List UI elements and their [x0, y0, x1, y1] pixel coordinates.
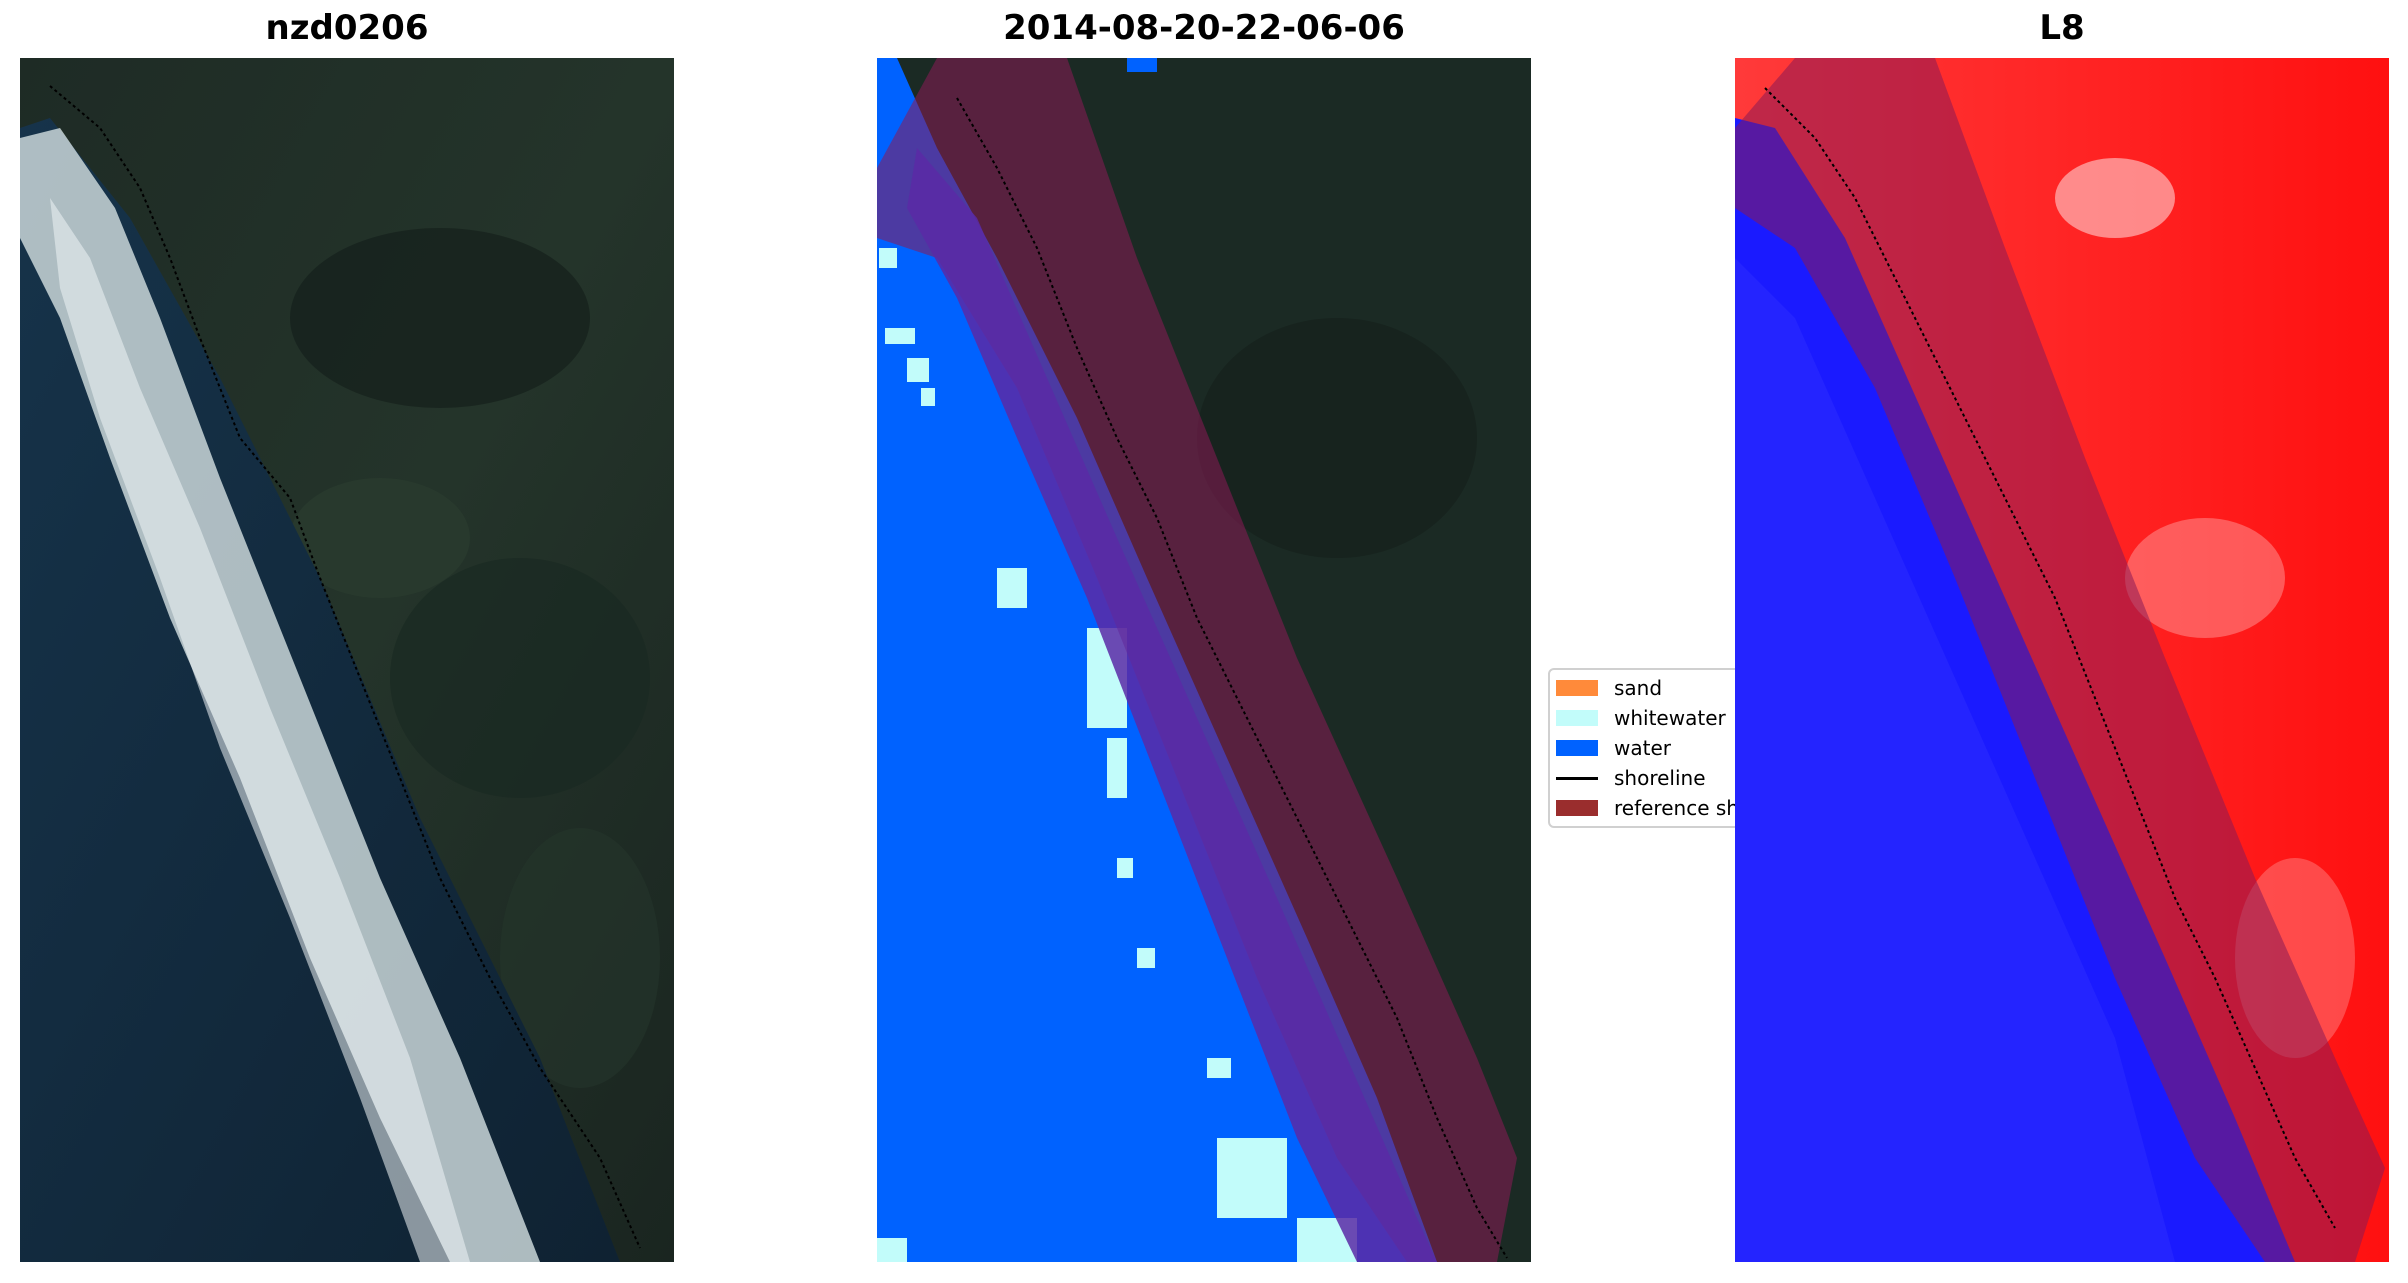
legend-label: sand	[1614, 676, 1663, 700]
legend-item-water: water	[1556, 734, 1671, 762]
legend-label: whitewater	[1614, 706, 1726, 730]
panel-title-classified: 2014-08-20-22-06-06	[1003, 8, 1405, 48]
panel-title-rgb: nzd0206	[265, 8, 429, 48]
legend-item-reference-shoreline: reference shoreline	[1556, 794, 1746, 822]
legend-item-whitewater: whitewater	[1556, 704, 1726, 732]
legend-label: reference shoreline	[1614, 796, 1746, 820]
reference-shoreline-buffer	[1735, 58, 2385, 1262]
classified-image	[877, 58, 1531, 1262]
legend-item-sand: sand	[1556, 674, 1662, 702]
whitewater-swatch	[1556, 710, 1598, 726]
legend-label: water	[1614, 736, 1671, 760]
rgb-image	[20, 58, 674, 1262]
shoreline-swatch	[1556, 776, 1598, 780]
shoreline-line	[49, 85, 641, 1249]
panel-title-index: L8	[2039, 8, 2085, 48]
index-image-panel	[1735, 58, 2389, 1262]
water-swatch	[1556, 740, 1598, 756]
legend-label: shoreline	[1614, 766, 1706, 790]
index-image	[1735, 58, 2389, 1262]
legend-item-shoreline: shoreline	[1556, 764, 1706, 792]
reference-shoreline-swatch	[1556, 800, 1598, 816]
sand-swatch	[1556, 680, 1598, 696]
rgb-image-panel	[20, 58, 674, 1262]
classified-image-panel	[877, 58, 1531, 1262]
shoreline-line	[956, 97, 1508, 1259]
shoreline-line	[1764, 87, 2336, 1229]
legend: sand whitewater water shoreline referenc…	[1548, 668, 1748, 828]
